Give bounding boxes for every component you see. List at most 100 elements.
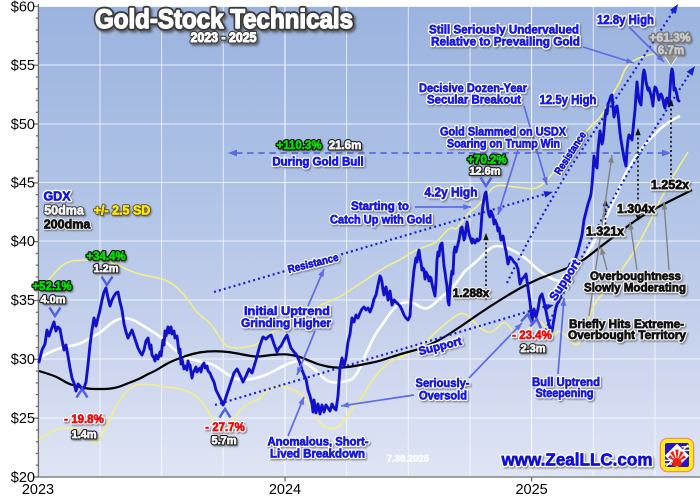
svg-text:$25: $25 (11, 411, 35, 427)
svg-text:Starting to: Starting to (351, 201, 409, 213)
svg-text:Gold-Stock Technicals: Gold-Stock Technicals (95, 4, 353, 34)
svg-text:+/- 2.5 SD: +/- 2.5 SD (94, 203, 151, 217)
svg-text:50dma: 50dma (44, 203, 85, 217)
svg-text:Initial Uptrend: Initial Uptrend (244, 306, 330, 318)
svg-text:2024: 2024 (269, 482, 301, 498)
svg-text:+61.3%: +61.3% (649, 31, 690, 45)
svg-text:+70.2%: +70.2% (467, 155, 506, 167)
svg-text:- 23.4%: - 23.4% (512, 330, 552, 342)
svg-text:Slowly Moderating: Slowly Moderating (584, 283, 686, 295)
svg-text:Overbought Territory: Overbought Territory (568, 330, 687, 342)
svg-text:1.304x: 1.304x (617, 202, 655, 216)
svg-text:Steepening: Steepening (536, 388, 594, 400)
svg-text:2.3m: 2.3m (520, 343, 545, 355)
svg-text:- 19.8%: - 19.8% (64, 414, 104, 426)
svg-text:Seriously-: Seriously- (416, 378, 470, 390)
svg-text:During Gold Bull: During Gold Bull (272, 157, 363, 169)
svg-text:- 27.7%: - 27.7% (205, 422, 245, 434)
svg-text:1.288x: 1.288x (453, 286, 490, 300)
svg-text:Overboughtness: Overboughtness (590, 271, 681, 283)
svg-text:12.8y High: 12.8y High (597, 13, 654, 27)
svg-text:Briefly Hits Extreme-: Briefly Hits Extreme- (569, 319, 684, 331)
svg-text:Gold Slammed on USDX: Gold Slammed on USDX (440, 127, 566, 139)
svg-text:Starting to: Starting to (351, 201, 409, 213)
svg-text:Soaring on Trump Win: Soaring on Trump Win (447, 139, 560, 151)
svg-text:2023: 2023 (22, 482, 54, 498)
svg-text:+52.1%: +52.1% (32, 281, 71, 293)
svg-text:2023 - 2025: 2023 - 2025 (191, 29, 257, 45)
svg-text:Bull Uptrend: Bull Uptrend (532, 377, 600, 389)
svg-text:+110.3%: +110.3% (276, 140, 321, 152)
svg-text:Grinding Higher: Grinding Higher (241, 318, 332, 330)
svg-text:Bull Uptrend: Bull Uptrend (532, 377, 600, 389)
svg-text:$60: $60 (11, 0, 35, 16)
svg-text:Seriously-: Seriously- (416, 378, 470, 390)
svg-text:6.7m: 6.7m (658, 45, 684, 57)
svg-text:200dma: 200dma (44, 217, 92, 231)
svg-text:1.2m: 1.2m (93, 263, 118, 275)
svg-text:$50: $50 (11, 117, 35, 133)
svg-text:1.4m: 1.4m (71, 429, 96, 441)
svg-text:12.8y High: 12.8y High (597, 13, 654, 27)
svg-text:GDX: GDX (43, 189, 71, 203)
svg-text:1.304x: 1.304x (617, 202, 655, 216)
svg-text:Gold-Stock Technicals: Gold-Stock Technicals (95, 4, 353, 34)
svg-text:+/- 2.5 SD: +/- 2.5 SD (94, 203, 151, 217)
svg-text:Secular Breakout: Secular Breakout (427, 93, 521, 107)
svg-text:Still Seriously Undervalued: Still Seriously Undervalued (429, 23, 579, 37)
svg-text:200dma: 200dma (44, 217, 92, 231)
svg-text:1.2m: 1.2m (93, 263, 118, 275)
svg-text:$55: $55 (11, 58, 35, 74)
svg-text:50dma: 50dma (44, 203, 85, 217)
svg-text:Oversold: Oversold (419, 391, 467, 403)
svg-text:1.288x: 1.288x (453, 286, 490, 300)
svg-text:21.6m: 21.6m (329, 140, 362, 152)
svg-text:Steepening: Steepening (536, 388, 594, 400)
svg-text:GDX: GDX (43, 189, 71, 203)
svg-text:$45: $45 (11, 176, 35, 192)
svg-text:During Gold Bull: During Gold Bull (272, 157, 363, 169)
svg-text:5.7m: 5.7m (211, 435, 236, 447)
svg-text:Grinding Higher: Grinding Higher (241, 318, 332, 330)
svg-text:6.7m: 6.7m (658, 45, 684, 57)
svg-text:$40: $40 (11, 234, 35, 250)
svg-text:4.0m: 4.0m (40, 294, 65, 306)
svg-text:1.252x: 1.252x (651, 178, 689, 192)
svg-text:Decisive Dozen-Year: Decisive Dozen-Year (419, 81, 527, 95)
svg-text:+70.2%: +70.2% (467, 155, 506, 167)
svg-text:Relative to Prevailing Gold: Relative to Prevailing Gold (431, 35, 580, 49)
svg-text:www.ZealLLC.com: www.ZealLLC.com (501, 450, 653, 470)
svg-text:2023 - 2025: 2023 - 2025 (191, 29, 257, 45)
svg-text:7.30.2025: 7.30.2025 (387, 453, 430, 464)
svg-text:Lived Breakdown: Lived Breakdown (270, 449, 365, 461)
svg-text:4.2y High: 4.2y High (425, 185, 478, 199)
svg-text:1.252x: 1.252x (651, 178, 689, 192)
svg-text:Still Seriously Undervalued: Still Seriously Undervalued (429, 23, 579, 37)
svg-text:Secular Breakout: Secular Breakout (427, 93, 521, 107)
svg-text:Gold Slammed on USDX: Gold Slammed on USDX (440, 127, 566, 139)
svg-text:- 27.7%: - 27.7% (205, 422, 245, 434)
svg-text:+61.3%: +61.3% (649, 31, 690, 45)
svg-text:$20: $20 (11, 470, 35, 486)
svg-text:- 23.4%: - 23.4% (512, 330, 552, 342)
svg-text:5.7m: 5.7m (211, 435, 236, 447)
svg-text:Oversold: Oversold (419, 391, 467, 403)
svg-text:Briefly Hits Extreme-: Briefly Hits Extreme- (569, 319, 684, 331)
svg-text:2023 - 2025: 2023 - 2025 (191, 29, 257, 45)
svg-text:21.6m: 21.6m (329, 140, 362, 152)
svg-text:Gold-Stock Technicals: Gold-Stock Technicals (95, 4, 353, 34)
svg-text:12.6m: 12.6m (469, 165, 500, 177)
svg-text:Overboughtness: Overboughtness (590, 271, 681, 283)
svg-text:Catch Up with Gold: Catch Up with Gold (330, 215, 432, 227)
svg-text:Overbought Territory: Overbought Territory (568, 330, 687, 342)
svg-text:12.5y High: 12.5y High (540, 92, 597, 107)
svg-text:$30: $30 (11, 352, 35, 368)
svg-text:4.2y High: 4.2y High (425, 185, 478, 199)
svg-text:Decisive Dozen-Year: Decisive Dozen-Year (419, 81, 527, 95)
svg-text:7.30.2025: 7.30.2025 (387, 453, 430, 464)
svg-text:2023 - 2025: 2023 - 2025 (191, 29, 257, 45)
svg-text:Lived Breakdown: Lived Breakdown (270, 449, 365, 461)
svg-text:+110.3%: +110.3% (276, 140, 321, 152)
svg-text:12.6m: 12.6m (469, 165, 500, 177)
svg-text:Relative to Prevailing Gold: Relative to Prevailing Gold (431, 35, 580, 49)
